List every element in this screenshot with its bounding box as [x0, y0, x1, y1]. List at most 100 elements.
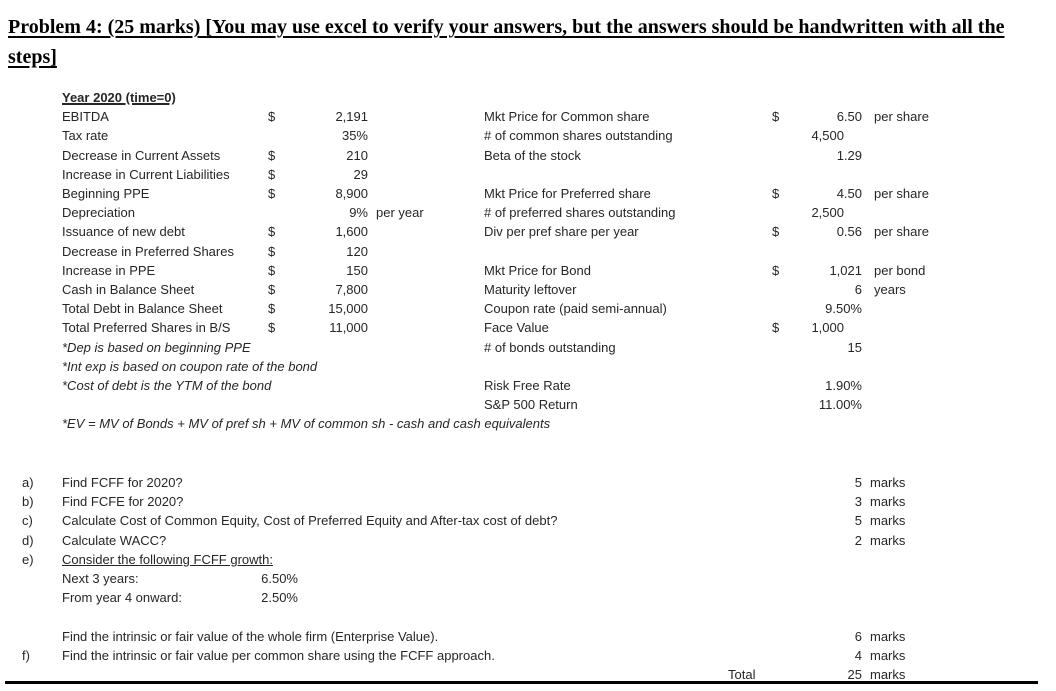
row-value: 11.00%: [818, 397, 862, 413]
currency-symbol: $: [268, 243, 276, 259]
sheet-row: Cash in Balance Sheet $ 7,800: [62, 280, 482, 299]
sheet-row: Decrease in Preferred Shares $ 120: [62, 242, 482, 261]
problem-title: Problem 4: (25 marks) [You may use excel…: [8, 16, 1005, 68]
row-label: # of preferred shares outstanding: [484, 205, 676, 221]
row-label: Div per pref share per year: [484, 224, 639, 240]
row-label: Beginning PPE: [62, 186, 150, 201]
sheet-row: # of bonds outstanding 15: [484, 338, 984, 357]
note-dep: *Dep is based on beginning PPE: [62, 339, 251, 355]
row-label: Total Debt in Balance Sheet: [62, 301, 223, 317]
marks-value: 5: [854, 475, 862, 490]
sheet-row: Div per pref share per year $ 0.56 per s…: [484, 222, 984, 241]
sheet-row: Mkt Price for Preferred share $ 4.50 per…: [484, 184, 984, 203]
row-value: 35%: [341, 128, 368, 144]
question-row: Find the intrinsic or fair value of the …: [0, 627, 1056, 646]
note-int-exp: *Int exp is based on coupon rate of the …: [62, 358, 318, 374]
question-letter: f): [22, 647, 30, 663]
currency-symbol: $: [772, 109, 780, 125]
row-value: 15: [847, 339, 862, 355]
row-value: 1,021: [829, 262, 862, 278]
row-value: 6: [854, 282, 862, 297]
question-row: f) Find the intrinsic or fair value per …: [0, 646, 1056, 665]
growth-label: From year 4 onward:: [62, 590, 182, 606]
marks-unit: marks: [870, 475, 906, 490]
sheet-row: Face Value $ 1,000: [484, 318, 984, 337]
question-letter: d): [22, 532, 34, 548]
marks-unit: marks: [870, 513, 906, 529]
question-text: Find FCFE for 2020?: [62, 494, 184, 510]
row-label: Mkt Price for Preferred share: [484, 186, 651, 201]
sheet-row: Tax rate 35%: [62, 126, 482, 145]
question-text: Find FCFF for 2020?: [62, 475, 183, 490]
question-letter: b): [22, 494, 34, 510]
marks-unit: marks: [870, 628, 906, 644]
row-label: Cash in Balance Sheet: [62, 282, 195, 297]
row-label: # of common shares outstanding: [484, 128, 673, 144]
sheet-row: Depreciation 9% per year: [62, 203, 482, 222]
total-marks-value: 25: [847, 667, 862, 682]
total-marks-unit: marks: [870, 667, 906, 682]
currency-symbol: $: [772, 186, 780, 201]
row-label: Maturity leftover: [484, 282, 577, 297]
question-row: e) Consider the following FCFF growth:: [0, 550, 1056, 569]
sheet-row: Increase in Current Liabilities $ 29: [62, 165, 482, 184]
row-value: 2,191: [335, 109, 368, 125]
sheet-row: Total Preferred Shares in B/S $ 11,000: [62, 318, 482, 337]
note-ev-formula: *EV = MV of Bonds + MV of pref sh + MV o…: [62, 416, 551, 432]
growth-label: Next 3 years:: [62, 571, 139, 586]
sheet-row: Beginning PPE $ 8,900: [62, 184, 482, 203]
row-unit: per bond: [874, 262, 926, 278]
question-row: b) Find FCFE for 2020? 3 marks: [0, 492, 1056, 511]
sheet-row: Issuance of new debt $ 1,600: [62, 222, 482, 241]
sheet-row: EBITDA $ 2,191: [62, 107, 482, 126]
row-value: 150: [346, 262, 368, 278]
row-label: EBITDA: [62, 109, 109, 125]
question-text: Find the intrinsic or fair value per com…: [62, 647, 495, 663]
row-value: 4.50: [836, 186, 862, 201]
marks-value: 5: [854, 513, 862, 529]
question-text: Calculate Cost of Common Equity, Cost of…: [62, 513, 558, 529]
row-label: Increase in Current Liabilities: [62, 166, 230, 182]
row-label: Total Preferred Shares in B/S: [62, 320, 231, 336]
sheet-row: Decrease in Current Assets $ 210: [62, 146, 482, 165]
row-label: # of bonds outstanding: [484, 339, 616, 355]
question-row: a) Find FCFF for 2020? 5 marks: [0, 473, 1056, 492]
marks-unit: marks: [870, 494, 906, 510]
sheet-row: Mkt Price for Bond $ 1,021 per bond: [484, 261, 984, 280]
currency-symbol: $: [268, 147, 276, 163]
sheet-header: Year 2020 (time=0): [62, 90, 176, 105]
row-label: Tax rate: [62, 128, 109, 144]
data-sheet: Year 2020 (time=0) EBITDA $ 2,191 Tax ra…: [0, 88, 1056, 448]
questions-section: a) Find FCFF for 2020? 5 marks b) Find F…: [0, 473, 1056, 683]
row-label: Beta of the stock: [484, 147, 581, 163]
row-label: Coupon rate (paid semi-annual): [484, 301, 667, 317]
row-value: 7,800: [335, 282, 368, 297]
row-label: Risk Free Rate: [484, 378, 571, 393]
currency-symbol: $: [268, 186, 276, 201]
sheet-row: Risk Free Rate 1.90%: [484, 376, 984, 395]
currency-symbol: $: [268, 224, 276, 240]
row-value: 1,600: [335, 224, 368, 240]
marks-value: 6: [854, 628, 862, 644]
row-value: 9.50%: [825, 301, 862, 317]
row-value: 210: [346, 147, 368, 163]
currency-symbol: $: [268, 166, 276, 182]
sheet-row: Mkt Price for Common share $ 6.50 per sh…: [484, 107, 984, 126]
sheet-row: S&P 500 Return 11.00%: [484, 395, 984, 414]
row-label: Mkt Price for Common share: [484, 109, 650, 125]
sheet-row: # of preferred shares outstanding 2,500: [484, 203, 984, 222]
row-value: 0.56: [836, 224, 862, 240]
row-label: Decrease in Current Assets: [62, 147, 221, 163]
row-label: Decrease in Preferred Shares: [62, 243, 234, 259]
currency-symbol: $: [268, 301, 276, 317]
row-value: 120: [346, 243, 368, 259]
marks-unit: marks: [870, 532, 906, 548]
row-value: 8,900: [335, 186, 368, 201]
row-label: Face Value: [484, 320, 549, 336]
currency-symbol: $: [268, 109, 276, 125]
currency-symbol: $: [772, 262, 780, 278]
bottom-divider: [5, 681, 1038, 684]
currency-symbol: $: [268, 282, 276, 297]
growth-row: Next 3 years: 6.50%: [0, 569, 1056, 588]
